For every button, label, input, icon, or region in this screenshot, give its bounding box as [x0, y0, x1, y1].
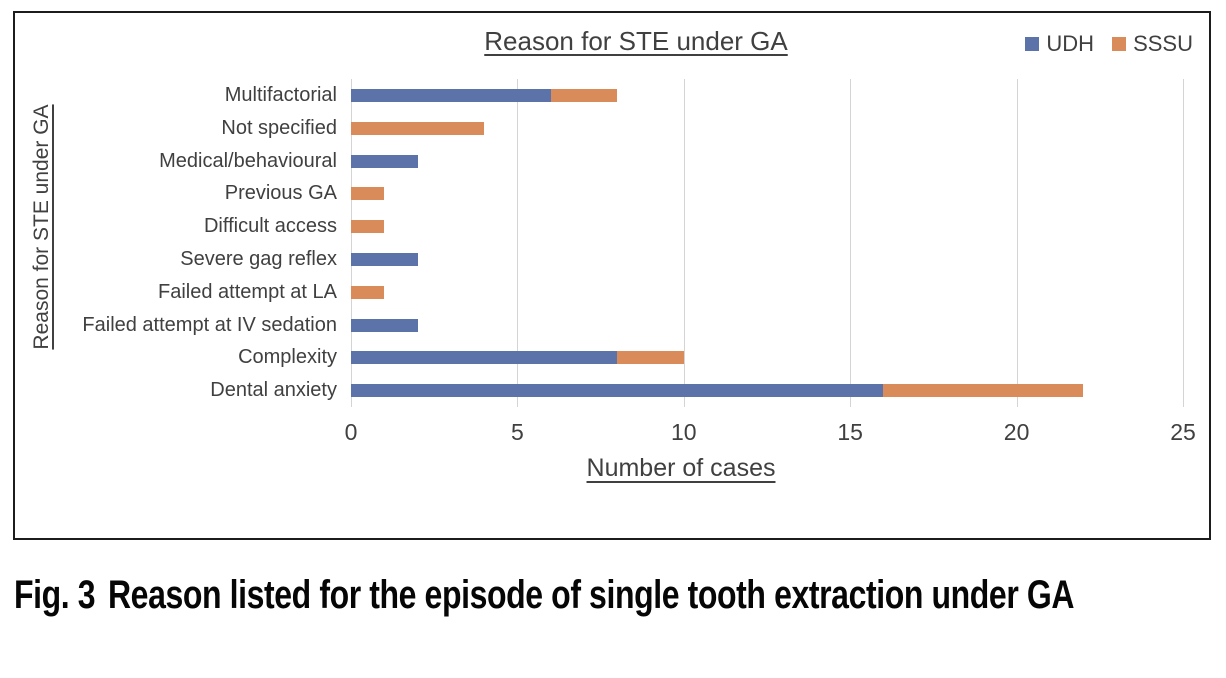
- gridline: [850, 79, 852, 407]
- bar-row: [351, 187, 1183, 201]
- category-label: Medical/behavioural: [159, 149, 337, 172]
- x-tick-label: 25: [1170, 419, 1196, 445]
- legend-label: SSSU: [1133, 31, 1193, 56]
- bar-row: [351, 351, 1183, 365]
- category-label: Not specified: [221, 116, 337, 139]
- gridline: [1183, 79, 1184, 407]
- category-label: Failed attempt at IV sedation: [82, 313, 337, 336]
- legend-swatch: [1025, 37, 1040, 51]
- plot-area: 0 5 10 15 20 25: [345, 79, 1196, 445]
- bar-segment-udh: [351, 318, 418, 332]
- category-label: Previous GA: [224, 182, 337, 205]
- bar-segment-udh: [351, 351, 618, 365]
- bar-segment-sssu: [351, 285, 385, 299]
- bar-row: [351, 154, 1183, 168]
- bar-segment-sssu: [351, 121, 485, 135]
- bar-segment-sssu: [351, 220, 385, 234]
- bar-segment-sssu: [883, 384, 1084, 398]
- gridline: [683, 79, 685, 407]
- category-label: Dental anxiety: [210, 379, 337, 402]
- bar-segment-udh: [351, 88, 551, 102]
- bar-segment-sssu: [351, 187, 385, 201]
- chart-title: Reason for STE under GA: [484, 26, 788, 56]
- bar-segment-udh: [351, 154, 418, 168]
- bar-row: [351, 220, 1183, 234]
- x-tick-label: 5: [510, 419, 524, 445]
- legend-item-sssu: SSSU: [1112, 31, 1193, 57]
- bar-row: [351, 318, 1183, 332]
- legend-swatch: [1112, 37, 1127, 51]
- legend-item-udh: UDH: [1025, 31, 1094, 57]
- bar-row: [351, 384, 1183, 398]
- chart-frame: Reason for STE under GA UDH SSSU Reason f…: [13, 11, 1211, 540]
- gridline: [351, 79, 352, 407]
- x-axis-title: Number of cases: [586, 454, 776, 482]
- legend: UDH SSSU: [1025, 31, 1193, 57]
- caption-text: Reason listed for the episode of single …: [107, 573, 1075, 617]
- x-tick-label: 15: [837, 419, 863, 445]
- category-axis: Multifactorial Not specified Medical/behav…: [15, 79, 337, 407]
- bar-row: [351, 88, 1183, 102]
- x-tick-label: 10: [671, 419, 697, 445]
- category-label: Difficult access: [203, 215, 337, 238]
- bar-segment-udh: [351, 252, 418, 266]
- caption-label: Fig. 3: [14, 573, 96, 617]
- category-label: Failed attempt at LA: [158, 280, 337, 303]
- figure-caption: Fig. 3 Reason listed for the episode of s…: [14, 572, 1182, 619]
- gridline: [1016, 79, 1018, 407]
- x-tick-label: 20: [1003, 419, 1030, 445]
- x-tick-label: 0: [344, 419, 358, 445]
- bar-segment-sssu: [617, 351, 684, 365]
- category-label: Severe gag reflex: [180, 248, 337, 270]
- bar-segment-udh: [351, 384, 884, 398]
- category-label: Multifactorial: [224, 84, 337, 106]
- bar-row: [351, 252, 1183, 266]
- bar-row: [351, 285, 1183, 299]
- gridline: [517, 79, 519, 407]
- bar-segment-sssu: [550, 88, 618, 102]
- legend-label: UDH: [1046, 31, 1095, 56]
- category-label: Complexity: [238, 346, 337, 369]
- bar-row: [351, 121, 1183, 135]
